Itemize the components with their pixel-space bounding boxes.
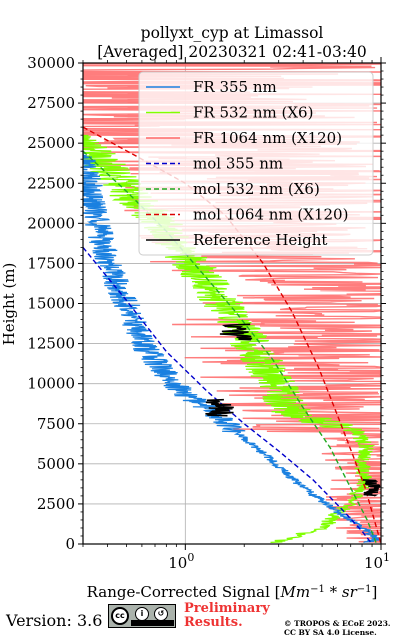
ticks: 0 2500 5000 7500 10000 12500 15000 17500 20000 22…: [27, 54, 390, 572]
y-tick-label: 10000: [27, 375, 75, 393]
y-tick-label: 5000: [37, 455, 75, 473]
molecular-profile-line: [83, 246, 373, 544]
full-resolution-profile-line: [83, 134, 376, 543]
series-mol355: [83, 246, 373, 544]
y-tick-label: 27500: [27, 94, 75, 112]
x-tick-label: 100: [168, 551, 194, 572]
legend-box: [138, 71, 374, 256]
full-resolution-profile-line: [83, 153, 381, 543]
legend-label: mol 1064 nm (X120): [193, 206, 348, 224]
x-tick-exponent: 1: [383, 551, 390, 564]
x-tick-label: 101: [364, 551, 390, 572]
y-axis-label: Height (m): [0, 263, 18, 346]
legend-label: Reference Height: [193, 231, 327, 249]
x-axis-label-unit2: * sr: [325, 583, 358, 601]
x-tick-exponent: 0: [187, 551, 194, 564]
copyright-note: © TROPOS & ECoE 2023. CC BY SA 4.0 Licen…: [284, 619, 391, 637]
full-resolution-profile-line: [83, 63, 381, 543]
y-tick-label: 15000: [27, 295, 75, 313]
y-tick-label: 17500: [27, 254, 75, 272]
x-tick-base: 10: [168, 554, 187, 572]
copyright-line-1: © TROPOS & ECoE 2023.: [284, 619, 391, 628]
series-fr1064: [83, 63, 381, 543]
legend-label: FR 1064 nm (X120): [193, 129, 342, 147]
y-tick-label: 25000: [27, 134, 75, 152]
series-fr355: [83, 153, 381, 543]
legend-label: FR 355 nm: [193, 78, 277, 96]
reference-height-trace: [362, 479, 381, 497]
preliminary-note: Preliminary Results.: [184, 602, 270, 630]
copyright-line-2: CC BY SA 4.0 License.: [284, 628, 377, 637]
series-fr532: [83, 134, 376, 543]
cc-by-sa-icon: cc i ↺: [108, 604, 176, 628]
reference-height-trace: [219, 323, 253, 341]
sa-icon: ↺: [154, 607, 168, 621]
cc-icon: cc: [111, 607, 129, 625]
y-tick-label: 22500: [27, 174, 75, 192]
x-tick-base: 10: [364, 554, 383, 572]
by-icon: i: [135, 607, 149, 621]
legend-label: mol 355 nm: [193, 155, 283, 173]
x-axis-label-close: ]: [372, 583, 378, 601]
series-ref: [205, 323, 381, 497]
reference-height-trace: [205, 398, 234, 417]
y-tick-label: 12500: [27, 335, 75, 353]
y-tick-label: 2500: [37, 495, 75, 513]
x-axis-label-text: Range-Corrected Signal [: [87, 583, 281, 601]
chart-title: pollyxt_cyp at Limassol: [141, 24, 324, 42]
y-tick-label: 7500: [37, 415, 75, 433]
x-axis-label-exp1: −1: [310, 584, 325, 595]
chart-subtitle: [Averaged] 20230321 02:41-03:40: [97, 43, 367, 61]
y-tick-label: 30000: [27, 54, 75, 72]
y-tick-label: 0: [65, 535, 75, 553]
preliminary-line-2: Results.: [184, 615, 243, 630]
y-tick-label: 20000: [27, 214, 75, 232]
x-axis-label-unit: Mm: [280, 583, 311, 601]
x-axis-label: Range-Corrected Signal [Mm−1 * sr−1]: [87, 583, 378, 601]
license-strip: [131, 620, 174, 626]
x-axis-label-exp2: −1: [357, 584, 372, 595]
legend-label: FR 532 nm (X6): [193, 104, 313, 122]
preliminary-line-1: Preliminary: [184, 601, 270, 616]
version-label: Version: 3.6: [6, 611, 103, 630]
legend: FR 355 nm FR 532 nm (X6) FR 1064 nm (X120)…: [138, 71, 374, 256]
legend-label: mol 532 nm (X6): [193, 180, 320, 198]
